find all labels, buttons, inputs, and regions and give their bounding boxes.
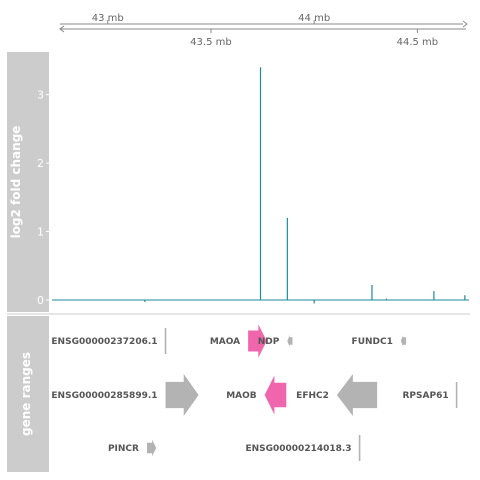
- gene-label: FUNDC1: [352, 337, 393, 347]
- gene-label: EFHC2: [296, 391, 329, 401]
- gene-arrow: [455, 382, 458, 408]
- gene-arrow: [336, 374, 378, 416]
- fold-change-y-tick-label: 3: [37, 89, 44, 102]
- gene-label: MAOA: [210, 337, 240, 347]
- axis-arrow-right-icon: [462, 20, 468, 28]
- gene-arrow: [264, 375, 287, 415]
- gene-label: ENSG00000237206.1: [51, 337, 157, 347]
- fold-change-y-tick-label: 1: [37, 226, 44, 239]
- gene-label: NDP: [258, 337, 280, 347]
- fold-change-y-tick-label: 0: [37, 294, 44, 307]
- genome-axis: 43 mb 44 mb 43.5 mb 44.5 mb: [59, 13, 468, 48]
- axis-top-tick-label: 43 mb: [92, 13, 124, 24]
- axis-top-tick-label: 44 mb: [298, 13, 330, 24]
- gene-arrow: [287, 335, 293, 347]
- axis-arrow-left-icon: [59, 25, 65, 33]
- gene-label: ENSG00000285899.1: [51, 391, 157, 401]
- gene-label: ENSG00000214018.3: [245, 444, 351, 454]
- fold-change-y-tick-label: 2: [37, 157, 44, 170]
- gene-arrow: [165, 374, 199, 416]
- axis-bottom-tick-label: 43.5 mb: [190, 37, 232, 48]
- gene-arrow: [358, 435, 361, 461]
- gene-marks: ENSG00000237206.1 MAOA NDP FUNDC1 ENSG000002…: [51, 324, 458, 461]
- gene-label: MAOB: [226, 391, 257, 401]
- fold-change-track-label: log2 fold change: [9, 126, 23, 239]
- gene-label: PINCR: [108, 444, 139, 454]
- axis-bottom-tick-label: 44.5 mb: [397, 37, 439, 48]
- gene-arrow: [164, 328, 167, 354]
- track-panels: log2 fold change gene ranges: [7, 52, 470, 472]
- gene-ranges-track-label: gene ranges: [19, 352, 33, 436]
- gene-label: RPSAP61: [403, 391, 449, 401]
- gene-arrow: [146, 439, 157, 457]
- gene-ranges-track-strip: [7, 316, 49, 472]
- gene-arrow: [248, 324, 267, 358]
- fold-change-marks: 0 1 2 3: [37, 67, 469, 307]
- gene-arrow: [400, 335, 407, 347]
- fold-change-track-strip: [7, 52, 49, 312]
